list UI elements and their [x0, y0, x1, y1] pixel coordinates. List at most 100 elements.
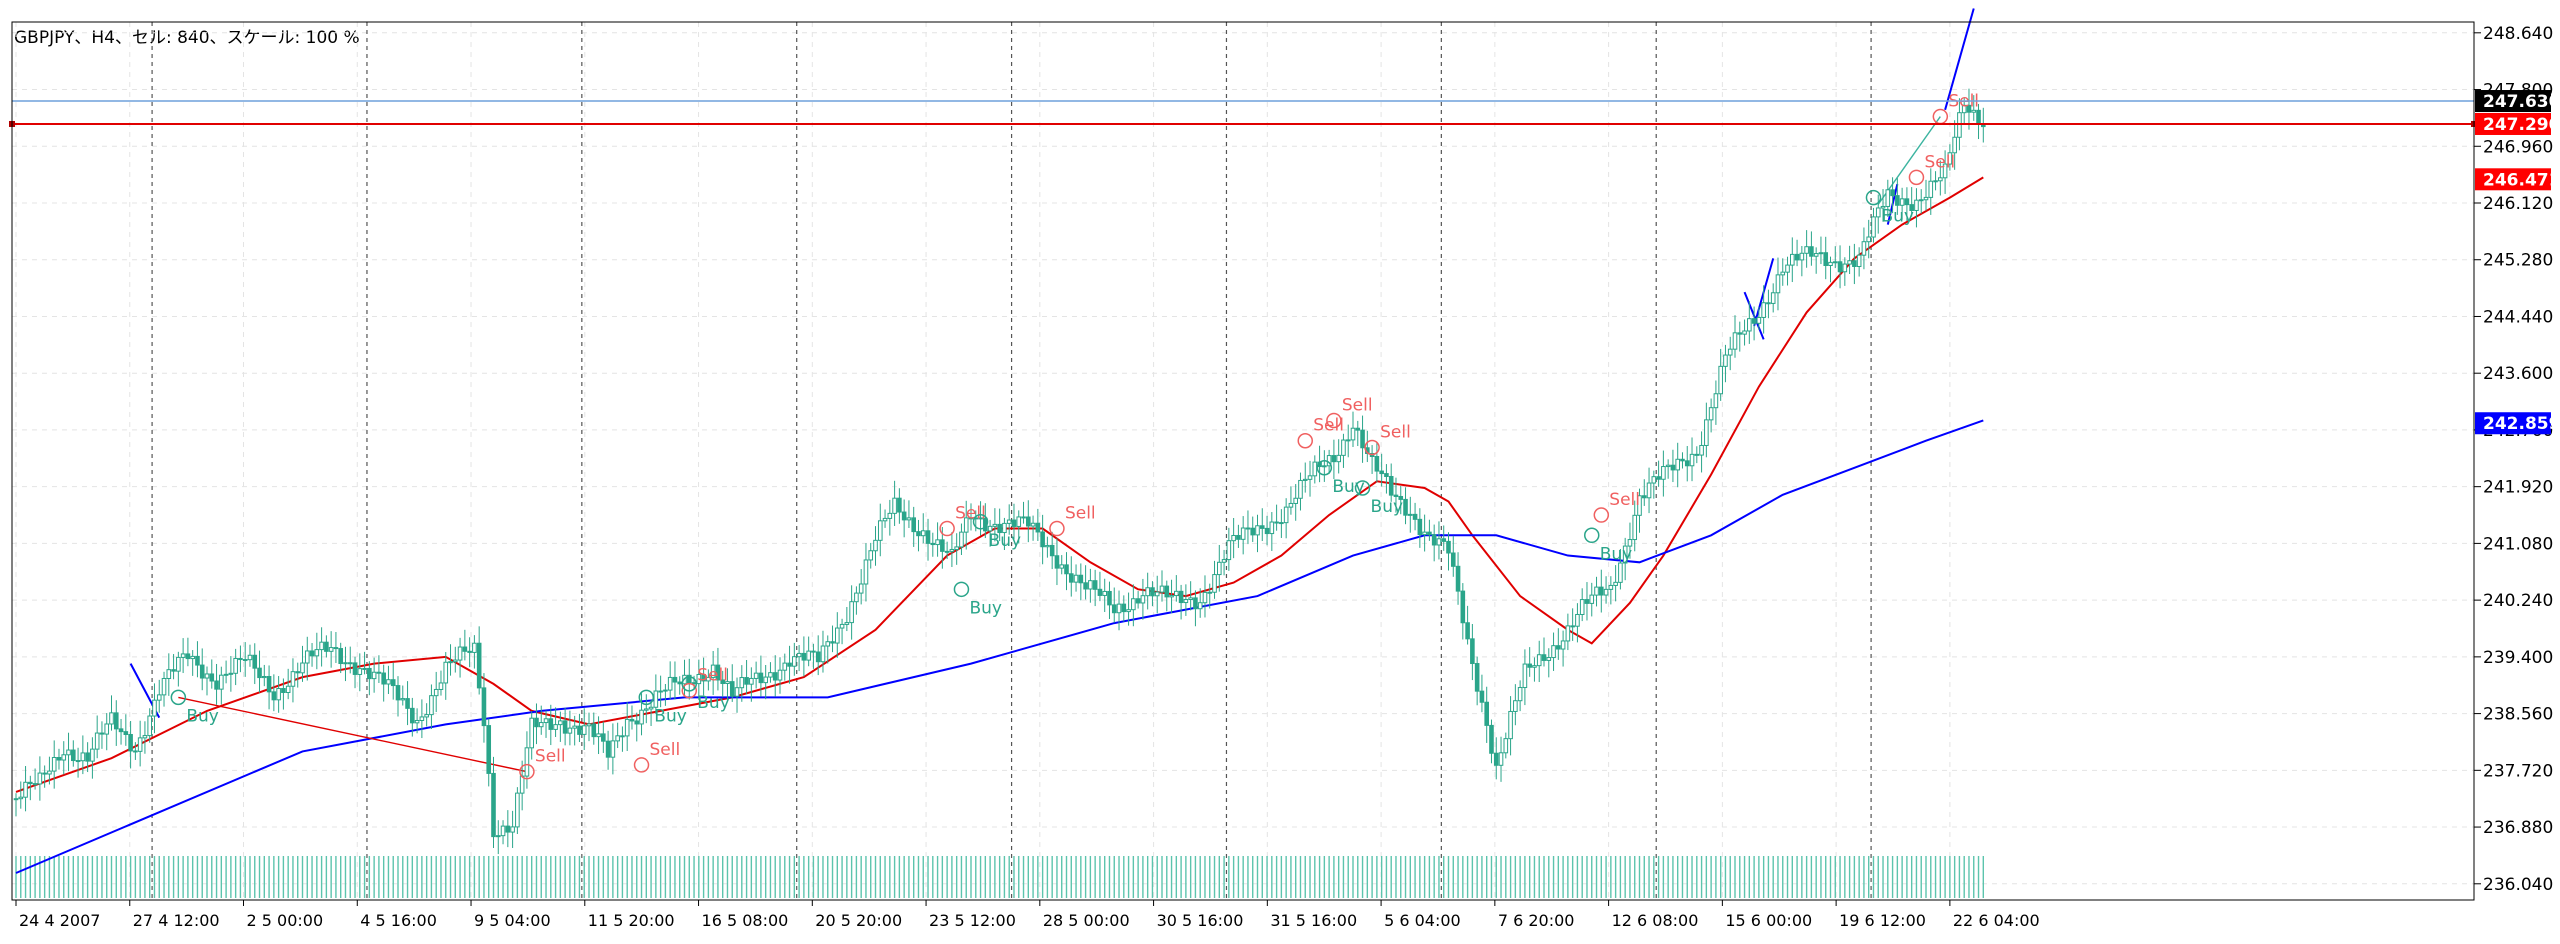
sell-signal-label: Sell — [697, 666, 728, 686]
candle-body — [892, 497, 897, 514]
candle-body — [338, 648, 343, 665]
candle-body — [1670, 464, 1676, 471]
candle-body — [1579, 599, 1585, 615]
sell-signal-marker — [1364, 439, 1380, 456]
candle-body — [1747, 318, 1752, 332]
candle-body — [1360, 429, 1365, 449]
candle-body — [954, 546, 959, 550]
candle-body — [1264, 527, 1270, 535]
candle-body — [362, 667, 367, 670]
candle-body — [806, 650, 811, 661]
candle-body — [1288, 502, 1294, 508]
candle-body — [1441, 538, 1447, 542]
candle-body — [1135, 598, 1141, 604]
x-tick-label: 23 5 12:00 — [929, 911, 1016, 930]
candle-body — [1073, 574, 1079, 583]
x-tick-label: 4 5 16:00 — [360, 911, 437, 930]
candle-body — [820, 645, 826, 663]
candle-body — [1154, 591, 1160, 597]
candle-body — [1689, 453, 1695, 467]
candle-body — [1770, 292, 1776, 304]
indicator-line-2 — [15, 419, 1984, 874]
candle-body — [300, 662, 305, 674]
buy-signal-marker — [953, 581, 970, 598]
sell-signal-label: Sell — [1065, 504, 1096, 524]
x-tick-label: 9 5 04:00 — [474, 911, 551, 930]
candle-body — [1909, 204, 1914, 211]
candle-body — [295, 671, 301, 674]
candle-body — [1193, 597, 1198, 610]
candle-body — [1632, 514, 1638, 541]
candle-body — [94, 732, 100, 750]
candle-body — [1527, 663, 1532, 668]
candle-body — [271, 691, 277, 701]
candle-body — [1178, 590, 1184, 604]
candle-body — [18, 796, 24, 800]
candle-body — [1556, 645, 1561, 650]
candle-body — [524, 747, 530, 777]
candle-body — [1646, 482, 1652, 499]
candle-body — [1436, 538, 1442, 546]
candle-body — [1107, 590, 1112, 606]
candle-body — [405, 698, 410, 709]
signal-connector-line — [178, 696, 528, 773]
candle-body — [753, 672, 759, 679]
candle-body — [1594, 586, 1599, 596]
candle-body — [1312, 461, 1318, 477]
candle-body — [1236, 534, 1241, 540]
candle-body — [491, 772, 496, 838]
candle-body — [1374, 456, 1380, 472]
candle-body — [1131, 598, 1136, 611]
x-tick-label: 31 5 16:00 — [1270, 911, 1357, 930]
candle-body — [1732, 332, 1738, 350]
candle-body — [1455, 565, 1461, 592]
candle-body — [897, 497, 902, 513]
candle-body — [42, 772, 47, 775]
candle-body — [596, 733, 601, 738]
candle-body — [815, 651, 821, 663]
candle-body — [1751, 318, 1757, 324]
candle-body — [710, 664, 716, 678]
candle-body — [1837, 261, 1843, 273]
candle-body — [104, 723, 110, 735]
candle-body — [768, 672, 773, 678]
candle-body — [1622, 545, 1628, 564]
candle-body — [558, 720, 563, 726]
plot-frame — [11, 21, 2475, 901]
candle-body — [1164, 585, 1170, 598]
candle-body — [615, 735, 620, 742]
candle-body — [1546, 657, 1552, 661]
candle-body — [629, 718, 635, 722]
candle-body — [1474, 663, 1480, 692]
sell-signal-marker — [519, 763, 535, 780]
candle-body — [605, 740, 611, 758]
candle-body — [1283, 506, 1289, 524]
candle-body — [1584, 599, 1590, 604]
candle-body — [515, 792, 520, 828]
candle-body — [1637, 495, 1642, 516]
sell-signal-marker — [939, 520, 955, 537]
candle-body — [1727, 348, 1733, 356]
y-tick-label: 241.080 — [2483, 534, 2553, 554]
candle-body — [1379, 470, 1384, 475]
candle-body — [577, 725, 582, 735]
candle-body — [1641, 495, 1647, 499]
candle-body — [176, 656, 181, 672]
candle-body — [1059, 564, 1065, 569]
candle-body — [634, 720, 640, 725]
price-label-box — [2475, 112, 2551, 135]
candle-body — [75, 760, 81, 763]
sell-signal-label: Sell — [1924, 152, 1955, 172]
candle-body — [381, 672, 386, 685]
y-tick-label: 248.640 — [2483, 24, 2553, 44]
price-label-text: 246.471 — [2483, 170, 2560, 190]
candle-body — [978, 517, 983, 520]
candle-body — [1790, 253, 1795, 266]
candle-body — [1092, 580, 1098, 590]
candle-body — [715, 664, 721, 681]
y-tick-label: 239.400 — [2483, 648, 2553, 668]
candle-body — [199, 664, 205, 679]
candle-body — [739, 677, 745, 689]
candle-body — [1150, 587, 1155, 597]
candle-body — [811, 650, 816, 653]
